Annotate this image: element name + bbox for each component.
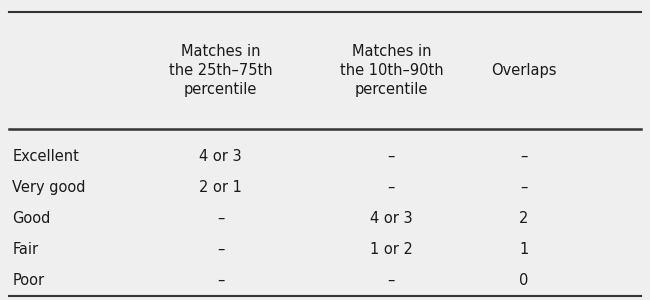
Text: 4 or 3: 4 or 3 [370, 211, 413, 226]
Text: –: – [217, 211, 224, 226]
Text: Matches in
the 25th–75th
percentile: Matches in the 25th–75th percentile [169, 44, 272, 97]
Text: 1 or 2: 1 or 2 [370, 242, 413, 257]
Text: –: – [520, 149, 528, 164]
Text: 2 or 1: 2 or 1 [200, 180, 242, 195]
Text: 2: 2 [519, 211, 528, 226]
Text: 1: 1 [519, 242, 528, 257]
Text: –: – [387, 149, 395, 164]
Text: Fair: Fair [12, 242, 38, 257]
Text: –: – [217, 273, 224, 288]
Text: Overlaps: Overlaps [491, 63, 556, 78]
Text: Good: Good [12, 211, 51, 226]
Text: –: – [520, 180, 528, 195]
Text: 4 or 3: 4 or 3 [200, 149, 242, 164]
Text: Poor: Poor [12, 273, 45, 288]
Text: –: – [387, 180, 395, 195]
Text: –: – [217, 242, 224, 257]
Text: –: – [387, 273, 395, 288]
Text: Excellent: Excellent [12, 149, 79, 164]
Text: Very good: Very good [12, 180, 86, 195]
Text: 0: 0 [519, 273, 528, 288]
Text: Matches in
the 10th–90th
percentile: Matches in the 10th–90th percentile [339, 44, 443, 97]
